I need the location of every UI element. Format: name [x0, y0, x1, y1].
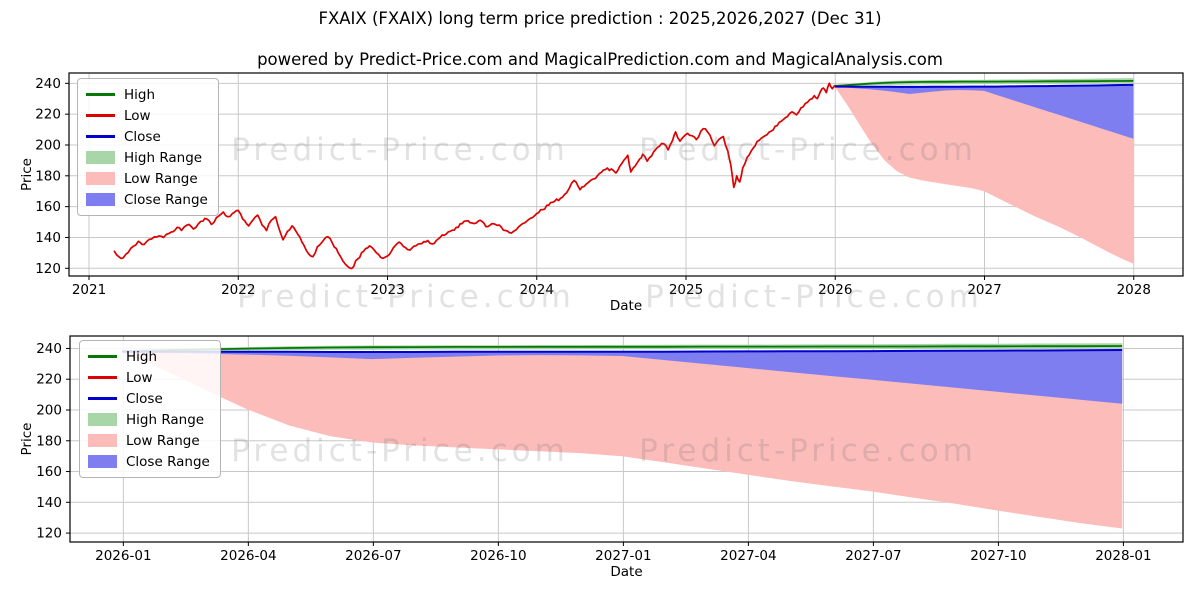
plot-frame	[68, 72, 1184, 277]
legend-label: Low	[124, 107, 151, 124]
close-prediction-line	[122, 349, 1123, 353]
legend-item-high-range: High Range	[86, 147, 208, 168]
low-range-band	[122, 350, 1123, 529]
close-swatch	[88, 397, 117, 400]
legend-label: Close Range	[124, 191, 208, 208]
high-prediction-line	[834, 80, 1134, 87]
low-range-swatch	[86, 172, 115, 185]
legend-history-and-prediction: High Low Close High Range Low Range Close Ran…	[77, 78, 219, 216]
close-range-swatch	[86, 193, 115, 206]
x-tick-label: 2021	[72, 282, 106, 298]
low-swatch	[88, 376, 117, 379]
y-axis-label: Price	[19, 158, 35, 191]
x-tick-label: 2026-10	[470, 548, 526, 564]
legend-label: Close	[126, 390, 163, 407]
x-tick-label: 2028-01	[1095, 548, 1151, 564]
legend-label: Close Range	[126, 453, 210, 470]
legend-label: Low Range	[126, 432, 200, 449]
y-tick-label: 200	[36, 403, 62, 419]
x-tick-label: 2026-04	[220, 548, 276, 564]
y-axis-label: Price	[19, 423, 35, 456]
y-tick-label: 220	[36, 372, 62, 388]
legend-label: High	[126, 348, 158, 365]
y-tick-label: 200	[35, 137, 61, 153]
legend-item-close-range: Close Range	[86, 189, 208, 210]
close-range-band	[834, 84, 1134, 139]
x-tick-label: 2027	[967, 282, 1001, 298]
x-tick-label: 2026-07	[345, 548, 401, 564]
x-tick-label: 2027-10	[970, 548, 1026, 564]
x-tick-label: 2027-01	[595, 548, 651, 564]
legend-label: Low	[126, 369, 153, 386]
y-tick-label: 160	[35, 199, 61, 215]
page-title: FXAIX (FXAIX) long term price prediction…	[318, 9, 882, 28]
close-swatch	[86, 135, 115, 138]
legend-item-high: High	[86, 84, 208, 105]
legend-item-close-range: Close Range	[88, 451, 210, 472]
legend-item-high: High	[88, 346, 210, 367]
legend-item-low-range: Low Range	[88, 430, 210, 451]
legend-label: Close	[124, 128, 161, 145]
legend-label: High Range	[126, 411, 205, 428]
y-tick-label: 180	[35, 168, 61, 184]
x-tick-label: 2026-01	[95, 548, 151, 564]
x-tick-label: 2027-07	[845, 548, 901, 564]
legend-item-low-range: Low Range	[86, 168, 208, 189]
y-tick-label: 240	[36, 341, 62, 357]
legend-label: High Range	[124, 149, 203, 166]
plot-frame	[69, 335, 1184, 543]
x-tick-label: 2023	[370, 282, 404, 298]
close-range-swatch	[88, 455, 117, 468]
y-tick-label: 120	[35, 261, 61, 277]
high-swatch	[88, 355, 117, 358]
x-tick-label: 2025	[669, 282, 703, 298]
y-tick-label: 140	[36, 495, 62, 511]
x-axis-label: Date	[610, 564, 642, 580]
x-tick-label: 2027-04	[720, 548, 776, 564]
x-axis-label: Date	[610, 298, 642, 314]
close-prediction-line	[834, 83, 1134, 88]
y-tick-label: 160	[36, 464, 62, 480]
history-low-line	[113, 82, 837, 270]
y-tick-label: 220	[35, 107, 61, 123]
y-tick-label: 240	[35, 76, 61, 92]
y-tick-label: 180	[36, 433, 62, 449]
y-tick-label: 140	[35, 230, 61, 246]
legend-item-low: Low	[86, 105, 208, 126]
low-range-swatch	[88, 434, 117, 447]
legend-prediction-zoom: High Low Close High Range Low Range Close Ran…	[79, 340, 221, 478]
low-range-band	[834, 84, 1134, 264]
low-swatch	[86, 114, 115, 117]
legend-item-low: Low	[88, 367, 210, 388]
page-subtitle: powered by Predict-Price.com and Magical…	[257, 50, 943, 69]
legend-item-close: Close	[88, 388, 210, 409]
x-tick-label: 2026	[818, 282, 852, 298]
x-tick-label: 2028	[1117, 282, 1151, 298]
y-tick-label: 120	[36, 526, 62, 542]
chart-history-and-prediction: 2021 2022 2023 2024 2025 2026 2027 2028 120 140 16…	[19, 72, 1184, 314]
legend-item-high-range: High Range	[88, 409, 210, 430]
high-swatch	[86, 93, 115, 96]
chart-prediction-zoom: 2026-01 2026-04 2026-07 2026-10 2027-01 2027-…	[19, 335, 1184, 580]
high-range-swatch	[88, 413, 117, 426]
legend-item-close: Close	[86, 126, 208, 147]
legend-label: Low Range	[124, 170, 198, 187]
close-range-band	[122, 350, 1123, 404]
x-tick-label: 2022	[221, 282, 255, 298]
high-range-swatch	[86, 151, 115, 164]
x-tick-label: 2024	[520, 282, 554, 298]
legend-label: High	[124, 86, 156, 103]
high-prediction-line	[122, 345, 1123, 352]
